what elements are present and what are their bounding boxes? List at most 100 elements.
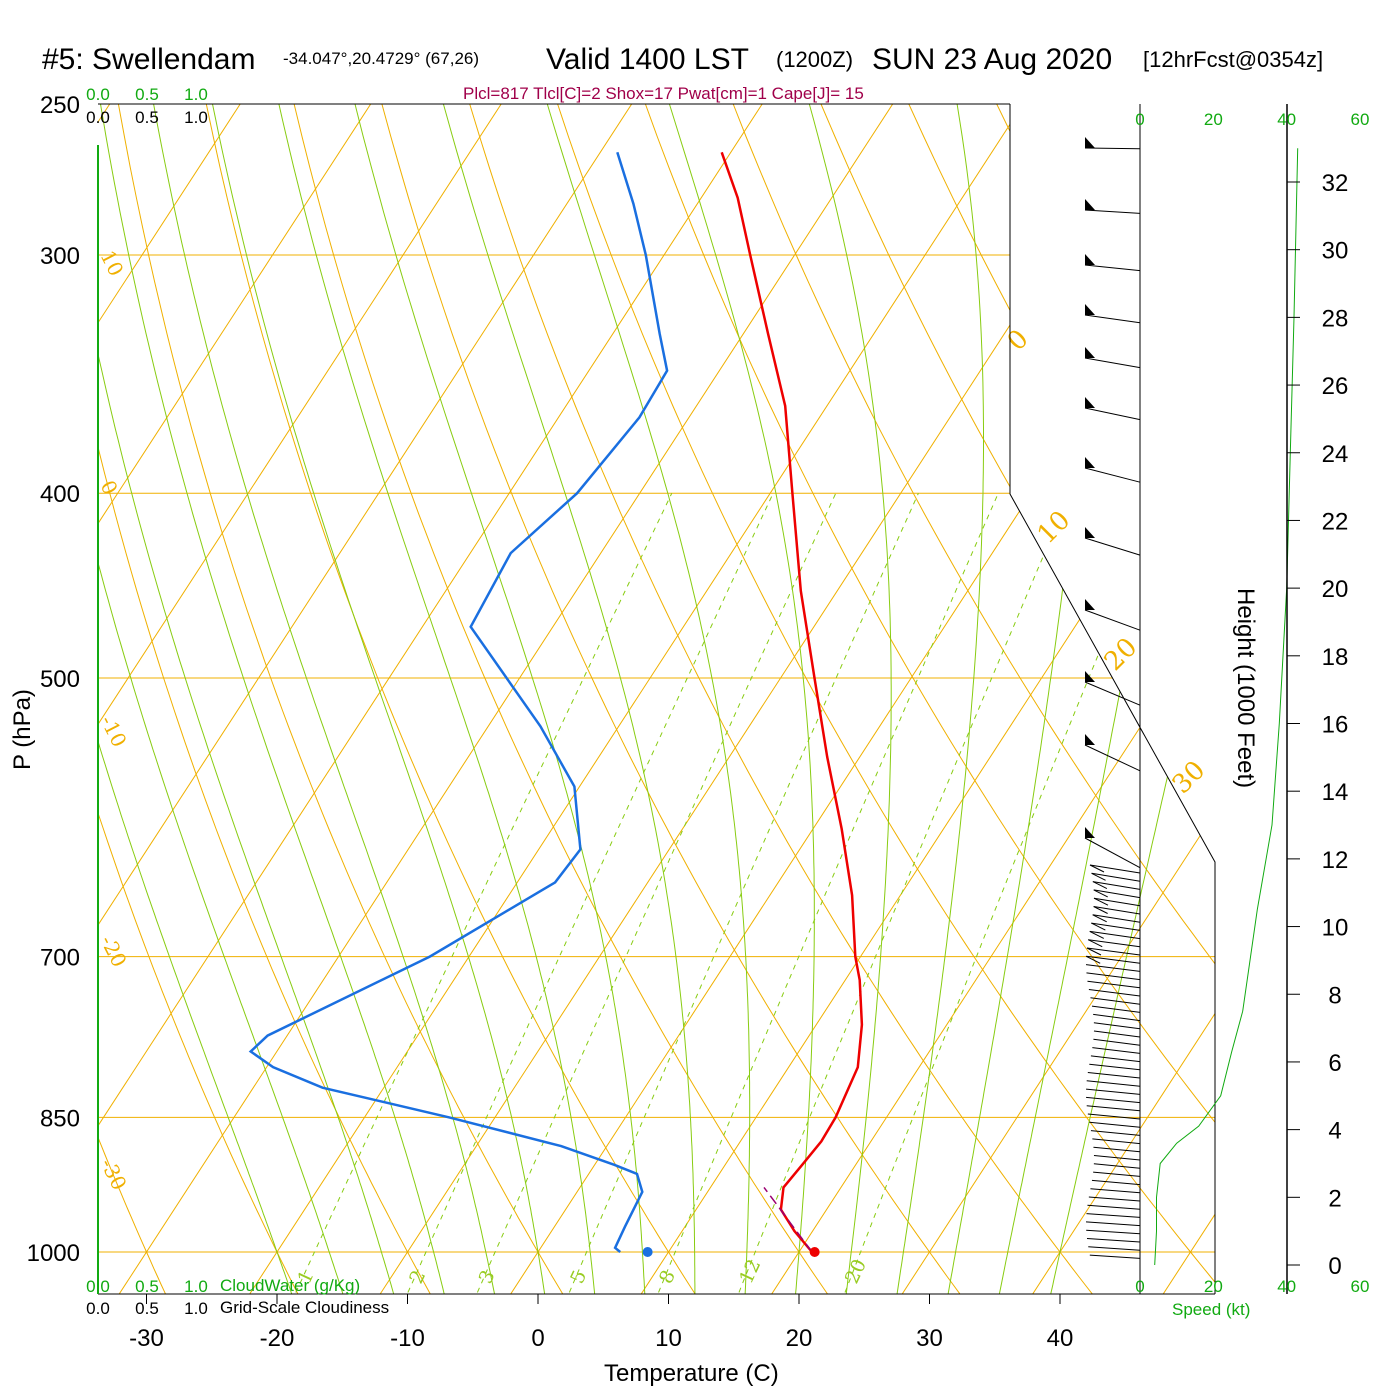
dry-adiabat	[337, 104, 988, 1294]
forecast-label: [12hrFcst@0354z]	[1143, 47, 1323, 72]
wind-barb-staff	[1092, 914, 1141, 923]
height-tick-label: 24	[1322, 441, 1349, 468]
wind-barb-staff	[1085, 1221, 1141, 1227]
height-tick-label: 14	[1322, 779, 1349, 806]
height-axis-label: Height (1000 Feet)	[1232, 588, 1259, 788]
wind-barb-pennant	[1085, 254, 1095, 265]
wind-barb-staff	[1084, 407, 1141, 421]
isotherm-label: 0	[96, 476, 123, 498]
wind-barb-staff	[1091, 922, 1141, 931]
wind-barb-staff	[1091, 872, 1141, 882]
wind-barbs	[1084, 104, 1141, 1294]
station-coords: -34.047°,20.4729° (67,26)	[283, 49, 479, 68]
wind-barb-staff	[1084, 264, 1141, 272]
valid-time: Valid 1400 LST	[546, 43, 749, 76]
wind-barb-staff	[1084, 209, 1141, 214]
station-title: #5: Swellendam	[42, 43, 255, 76]
moist-adiabat	[890, 104, 984, 1294]
dry-adiabat	[98, 104, 318, 1294]
wind-barb-staff	[1084, 314, 1141, 324]
pressure-tick-label: 850	[40, 1105, 80, 1132]
wind-barb-staff	[1084, 681, 1141, 706]
wind-barb-staff	[1084, 609, 1141, 631]
wind-barb-staff	[1086, 972, 1141, 981]
wind-barb-staff	[1086, 1213, 1141, 1218]
x-tick-label: 30	[916, 1325, 943, 1352]
speed-bottom-tick: 60	[1351, 1277, 1370, 1296]
parcel-line	[763, 1186, 813, 1253]
cloud-top-tick-green: 1.0	[184, 85, 208, 104]
wind-barb-staff	[1086, 1080, 1141, 1087]
surface-temperature-dot	[809, 1247, 820, 1257]
isotherm--50	[98, 104, 753, 1294]
moist-adiabat	[98, 104, 355, 1294]
moist-adiabat	[98, 104, 305, 1294]
wind-panel-border	[1009, 104, 1216, 1294]
dry-adiabat-label: 30	[1167, 755, 1212, 800]
isobar-lines	[98, 104, 1215, 1253]
speed-top-tick: 40	[1277, 110, 1296, 129]
dry-adiabat	[666, 104, 1215, 1294]
wind-barb-flag	[1092, 914, 1107, 923]
height-tick-label: 4	[1328, 1118, 1341, 1145]
x-tick-label: 40	[1047, 1325, 1074, 1352]
isotherm-label: 10	[96, 246, 129, 280]
height-tick-label: 26	[1322, 373, 1349, 400]
isotherm--20	[225, 104, 1144, 1294]
wind-barb-staff	[1086, 1229, 1141, 1235]
mixing-ratio-label: 12	[735, 1256, 765, 1287]
wind-barb-staff	[1093, 1038, 1141, 1046]
wind-barb-staff	[1090, 1055, 1141, 1063]
wind-barb-staff	[1093, 1030, 1141, 1038]
dry-adiabat	[98, 104, 184, 1294]
pressure-tick-label: 250	[40, 92, 80, 119]
moist-adiabat-lines	[98, 104, 1215, 1294]
wind-barb-pennant	[1085, 671, 1095, 682]
isotherm-50	[1138, 104, 1215, 1294]
wind-barb-pennant	[1085, 304, 1095, 315]
pressure-tick-label: 700	[40, 945, 80, 972]
speed-top-tick: 20	[1204, 110, 1223, 129]
wind-barb-staff	[1088, 989, 1141, 997]
dewpoint-line	[248, 151, 669, 1253]
dry-adiabat	[254, 104, 854, 1294]
pressure-tick-label: 500	[40, 666, 80, 693]
wind-barb-staff	[1088, 1246, 1141, 1251]
wind-barb-flag	[1085, 955, 1101, 964]
profile-lines	[248, 151, 864, 1257]
speed-bottom-tick: 20	[1204, 1277, 1223, 1296]
isotherm-0	[486, 104, 1215, 1294]
x-axis-label: Temperature (C)	[604, 1360, 779, 1387]
height-tick-label: 12	[1322, 847, 1349, 874]
wind-barb-staff	[1089, 1063, 1141, 1071]
isotherm--30	[98, 104, 1014, 1294]
wind-barb-pennant	[1085, 599, 1095, 610]
wind-barb-staff	[1093, 906, 1141, 915]
wind-barb-staff	[1093, 1171, 1141, 1177]
moist-adiabat	[613, 104, 815, 1294]
pressure-tick-label: 400	[40, 481, 80, 508]
dry-adiabat	[98, 104, 586, 1294]
dry-adiabat-label: 10	[1032, 505, 1077, 550]
wind-barb-pennant	[1085, 457, 1095, 468]
wind-barb-staff	[1087, 1113, 1141, 1120]
isotherm--10	[355, 104, 1215, 1294]
wind-barb-pennant	[1085, 527, 1095, 538]
height-tick-label: 8	[1328, 982, 1341, 1009]
wind-barb-staff	[1086, 1096, 1141, 1104]
isotherm--80	[98, 104, 361, 1294]
cloud-top-tick-black: 0.0	[86, 108, 110, 127]
mixing-ratio-lines	[295, 492, 1166, 1293]
x-tick-label: 0	[531, 1325, 544, 1352]
wind-barb-staff	[1090, 997, 1141, 1005]
valid-date: SUN 23 Aug 2020	[872, 43, 1112, 76]
pressure-tick-label: 300	[40, 243, 80, 270]
cloud-axis-ticks: 0.0 0.0 0.5 0.5 1.0 1.0 0.0 0.0 0.5 0.5 1.0 1.0	[86, 85, 208, 1318]
temperature-line	[720, 151, 864, 1253]
pressure-tick-label: 1000	[27, 1240, 80, 1267]
wind-speed-line	[1154, 148, 1299, 1266]
wind-barb-staff	[1084, 837, 1141, 869]
cloud-top-tick-black: 1.0	[184, 108, 208, 127]
